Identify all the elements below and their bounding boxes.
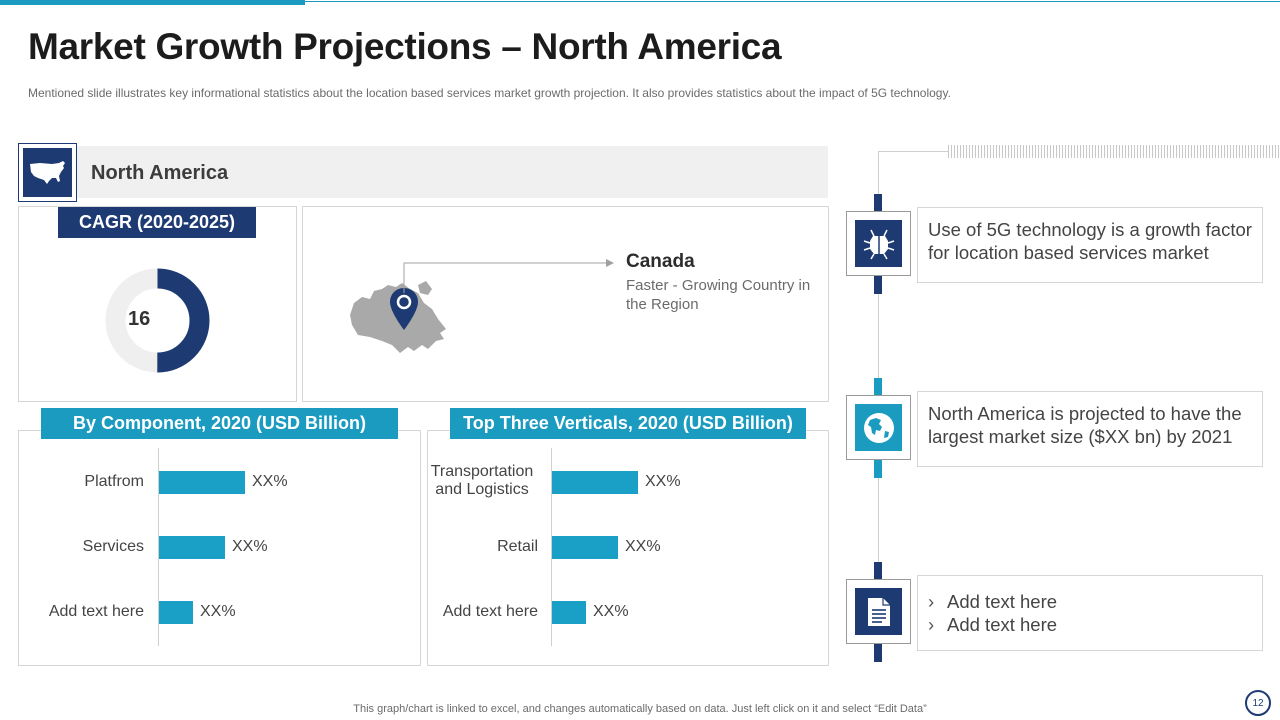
page-number: 12 xyxy=(1245,690,1271,716)
document-icon xyxy=(867,597,890,626)
location-pin-icon xyxy=(390,288,418,330)
component-chart-title: By Component, 2020 (USD Billion) xyxy=(41,408,398,439)
timeline-icon-box xyxy=(846,395,911,460)
canada-callout-line xyxy=(403,259,614,293)
timeline-hatch-decoration xyxy=(948,145,1280,158)
verticals-bar xyxy=(552,471,638,494)
usa-map-icon xyxy=(29,160,65,184)
list-item: › Add text here xyxy=(928,590,1252,613)
footer-note: This graph/chart is linked to excel, and… xyxy=(353,703,927,715)
page-subtitle: Mentioned slide illustrates key informat… xyxy=(28,86,951,100)
verticals-bar xyxy=(552,536,618,559)
timeline-icon-box xyxy=(846,211,911,276)
page-title: Market Growth Projections – North Americ… xyxy=(28,26,782,67)
component-bar-value: XX% xyxy=(252,473,288,490)
top-accent-bar xyxy=(0,0,1280,6)
verticals-bar-value: XX% xyxy=(645,473,681,490)
verticals-category-label: Retail xyxy=(497,538,538,555)
list-item-text: Add text here xyxy=(947,614,1058,635)
component-category-label: Add text here xyxy=(48,603,144,620)
verticals-category-label: Transportation and Logistics xyxy=(430,463,534,498)
donut-arc xyxy=(105,268,210,373)
region-header-bar xyxy=(18,146,828,198)
verticals-chart-axis xyxy=(551,448,552,646)
component-category-label: Platfrom xyxy=(84,473,144,490)
cagr-tag: CAGR (2020-2025) xyxy=(58,207,256,238)
list-item-text: Add text here xyxy=(947,591,1058,612)
timeline-card: North America is projected to have the l… xyxy=(917,391,1263,467)
component-bar-value: XX% xyxy=(232,538,268,555)
list-item: › Add text here xyxy=(928,613,1252,636)
timeline-card: Use of 5G technology is a growth factor … xyxy=(917,207,1263,283)
globe-icon xyxy=(863,412,894,443)
cagr-value: 16 xyxy=(128,308,151,330)
top-accent xyxy=(0,0,305,5)
component-bar-value: XX% xyxy=(200,603,236,620)
chip-icon xyxy=(863,229,894,259)
region-name: North America xyxy=(91,162,229,184)
canada-title: Canada xyxy=(626,251,695,272)
verticals-bar-value: XX% xyxy=(593,603,629,620)
verticals-bar xyxy=(552,601,586,624)
region-icon-box xyxy=(18,143,77,202)
component-bar xyxy=(159,471,245,494)
component-bar xyxy=(159,536,225,559)
chevron-right-icon: › xyxy=(928,614,935,635)
verticals-category-label: Add text here xyxy=(442,603,538,620)
timeline-top-connector xyxy=(878,151,948,152)
cagr-donut xyxy=(105,268,210,373)
chevron-right-icon: › xyxy=(928,591,935,612)
component-category-label: Services xyxy=(82,538,144,555)
verticals-bar-value: XX% xyxy=(625,538,661,555)
verticals-chart-title: Top Three Verticals, 2020 (USD Billion) xyxy=(450,408,806,439)
timeline-icon-box xyxy=(846,579,911,644)
top-rule xyxy=(305,1,1280,2)
canada-description: Faster - Growing Country in the Region xyxy=(626,277,811,313)
verticals-chart-panel xyxy=(427,430,829,666)
component-chart-axis xyxy=(158,448,159,646)
timeline-card: › Add text here › Add text here xyxy=(917,575,1263,651)
component-bar xyxy=(159,601,193,624)
